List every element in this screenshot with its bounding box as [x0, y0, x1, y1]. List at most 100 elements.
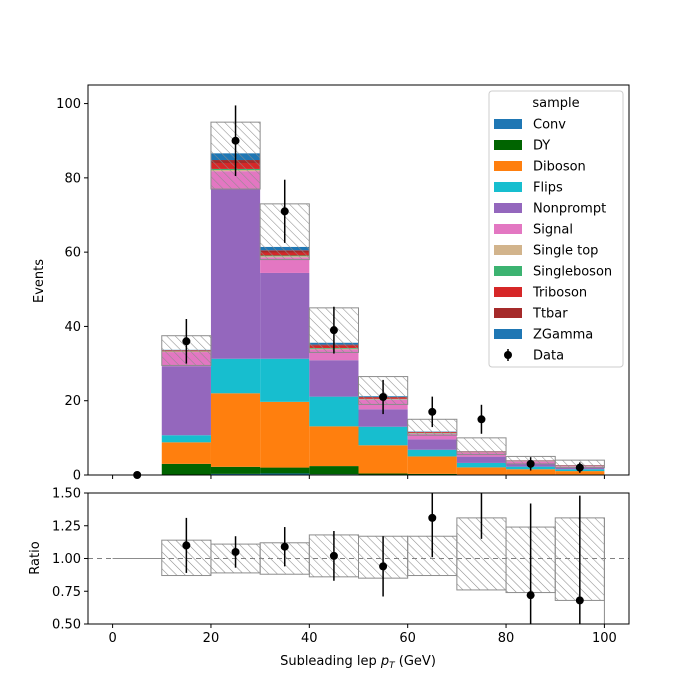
bar-conv-bin-3 [260, 473, 310, 475]
legend-label-9: Ttbar [532, 307, 568, 322]
legend-label-4: Nonprompt [533, 202, 606, 217]
bar-nonprompt-bin-7 [456, 456, 507, 463]
data-point-9 [575, 463, 584, 472]
data-point-3 [280, 207, 289, 216]
legend-label-6: Single top [533, 244, 598, 259]
ratio-point-3 [329, 551, 338, 560]
bar-diboson-bin-6 [407, 456, 457, 474]
bar-diboson-bin-5 [358, 445, 408, 474]
bar-flips-bin-5 [358, 426, 408, 446]
bar-conv-bin-2 [210, 473, 261, 475]
bar-flips-bin-1 [161, 435, 211, 443]
bar-dy-bin-1 [161, 463, 211, 475]
ratio-y-tick-label-2: 1.00 [52, 552, 81, 567]
legend-swatch-2 [494, 161, 522, 171]
main-y-tick-label-5: 100 [56, 97, 81, 112]
legend-swatch-4 [494, 203, 522, 213]
main-plot: 0 20 40 60 80 100 [56, 84, 630, 484]
bar-flips-bin-6 [407, 449, 457, 457]
ratio-point-7 [526, 591, 535, 600]
data-point-5 [379, 393, 388, 401]
main-axes-frame [87, 84, 630, 476]
x-axis-label: Subleading lep pT (GeV) [280, 654, 436, 671]
bar-nonprompt-bin-1 [161, 366, 211, 436]
x-tick-label-2: 40 [301, 631, 318, 646]
ratio-y-axis-label: Ratio [28, 541, 43, 574]
data-point-6 [428, 407, 437, 416]
legend-label-8: Triboson [532, 286, 587, 301]
main-y-tick-label-1: 20 [64, 394, 81, 409]
data-point-8 [526, 459, 535, 468]
legend-label-2: Diboson [533, 160, 586, 175]
bar-diboson-bin-2 [210, 393, 261, 467]
bar-dy-bin-5 [358, 473, 408, 475]
legend-swatch-10 [494, 329, 522, 339]
ratio-point-2 [280, 542, 289, 551]
ratio-y-tick-label-3: 1.25 [52, 519, 81, 534]
bar-nonprompt-bin-4 [309, 360, 359, 397]
bar-flips-bin-2 [210, 358, 261, 394]
bar-diboson-bin-8 [506, 469, 556, 475]
ratio-point-6 [477, 482, 485, 490]
bar-signal-bin-3 [260, 257, 310, 273]
bar-signal-bin-4 [309, 349, 359, 361]
main-y-tick-label-0: 0 [73, 469, 81, 484]
bar-nonprompt-bin-2 [210, 189, 261, 359]
ratio-point-0 [182, 541, 191, 550]
ratio-point-8 [575, 596, 584, 605]
main-y-tick-label-2: 40 [64, 320, 81, 335]
legend-swatch-9 [494, 308, 522, 318]
ratio-point-1 [231, 547, 240, 556]
main-y-tick-label-3: 60 [64, 246, 81, 261]
legend-title: sample [532, 96, 579, 111]
bar-signal-bin-6 [407, 433, 457, 440]
bar-flips-bin-7 [456, 462, 507, 468]
legend-label-data: Data [533, 349, 564, 364]
bar-dy-bin-4 [309, 466, 359, 475]
x-tick-label-0: 0 [108, 631, 116, 646]
x-tick-label-1: 20 [203, 631, 220, 646]
ratio-point-5 [428, 513, 437, 522]
main-y-tick-label-4: 80 [64, 171, 81, 186]
legend-data-marker [504, 351, 512, 359]
ratio-plot-area [88, 482, 629, 624]
x-tick-label-3: 60 [399, 631, 416, 646]
main-y-axis-label: Events [32, 259, 47, 303]
data-point-4 [329, 326, 338, 335]
legend-label-7: Singleboson [533, 265, 612, 280]
ratio-y-tick-label-1: 0.75 [52, 585, 81, 600]
bar-diboson-bin-4 [309, 426, 359, 467]
bar-dy-bin-3 [260, 467, 310, 474]
bar-nonprompt-bin-5 [358, 409, 408, 427]
bar-flips-bin-3 [260, 358, 310, 402]
legend-label-3: Flips [533, 181, 563, 196]
legend-swatch-6 [494, 245, 522, 255]
data-point-7 [477, 415, 486, 424]
uncertainty-band-bin-7 [456, 437, 507, 456]
legend-swatch-1 [494, 140, 522, 150]
legend-swatch-7 [494, 266, 522, 276]
data-point-2 [231, 136, 240, 145]
ratio-y-tick-label-4: 1.50 [52, 487, 81, 502]
bar-diboson-bin-3 [260, 401, 310, 468]
ratio-y-tick-label-0: 0.50 [52, 618, 81, 633]
x-tick-label-5: 100 [592, 631, 617, 646]
legend-swatch-3 [494, 182, 522, 192]
legend-swatch-5 [494, 224, 522, 234]
x-tick-label-4: 80 [498, 631, 515, 646]
bar-flips-bin-4 [309, 396, 359, 427]
data-point-1 [182, 337, 191, 346]
ratio-point-4 [379, 562, 388, 571]
bar-nonprompt-bin-3 [260, 272, 310, 359]
bar-dy-bin-2 [210, 466, 261, 474]
bar-diboson-bin-1 [161, 442, 211, 464]
legend-swatch-0 [494, 119, 522, 129]
legend-label-10: ZGamma [533, 328, 593, 343]
legend-label-1: DY [533, 139, 550, 154]
legend-frame [488, 90, 624, 368]
bar-dy-bin-6 [407, 473, 457, 475]
bar-nonprompt-bin-6 [407, 439, 457, 450]
legend: sample Conv DY Diboson Flips Nonprompt Signal… [488, 90, 624, 368]
ratio-plot: 0.50 0.75 1.00 1.25 1.50 0 20 40 60 80 100 [52, 482, 630, 646]
